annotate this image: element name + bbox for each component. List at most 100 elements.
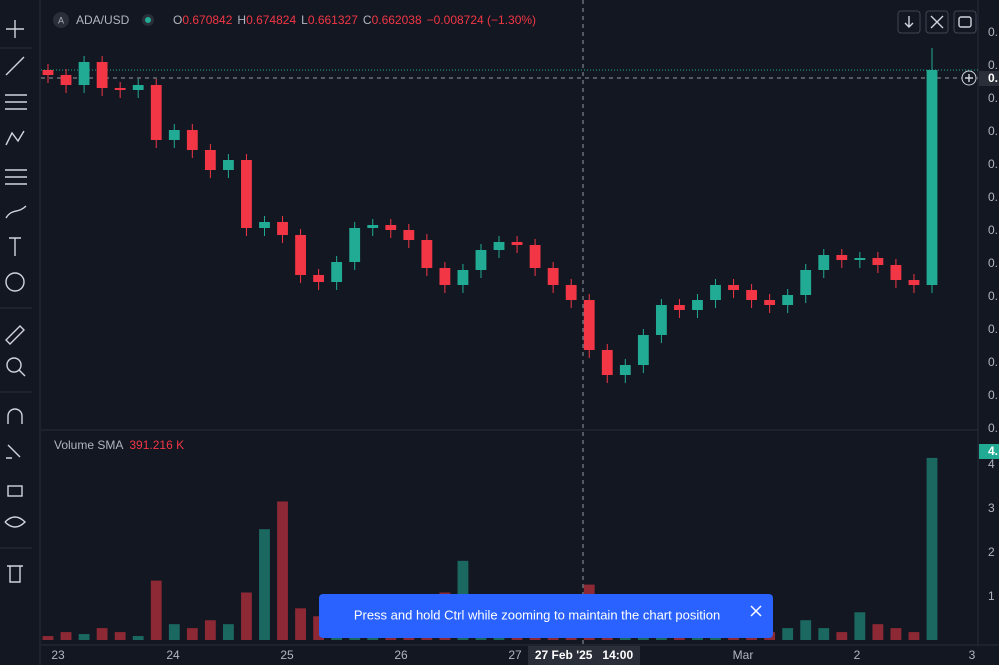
candle-body — [872, 258, 884, 265]
time-label: 23 — [51, 648, 65, 662]
candle-body — [457, 270, 469, 285]
candle-body — [746, 290, 758, 300]
badge-text: A — [58, 15, 64, 25]
symbol-badge — [53, 12, 69, 28]
time-axis: 23 24 25 26 27 Mar 2 3 — [51, 648, 975, 662]
candle-body — [439, 268, 451, 285]
candle-body — [890, 265, 902, 280]
price-label: 0. — [988, 157, 998, 171]
time-label: 2 — [854, 648, 861, 662]
volume-label: 3 — [988, 501, 995, 515]
toast-close[interactable] — [750, 605, 762, 617]
price-label: 0. — [988, 256, 998, 270]
price-label: 0. — [988, 355, 998, 369]
candle-body — [331, 262, 343, 282]
candle-body — [854, 258, 866, 260]
candle-body — [259, 222, 270, 228]
volume-label: 1 — [988, 589, 995, 603]
price-label: 0. — [988, 388, 998, 402]
price-label: 0. — [988, 223, 998, 237]
volume-bar — [204, 620, 216, 640]
ohlc: O0.670842 H0.674824 L0.661327 C0.662038 −0.0… — [173, 13, 536, 27]
price-label: 0. — [988, 124, 998, 138]
time-label: 3 — [969, 648, 976, 662]
volume-bar — [782, 628, 794, 640]
candle-body — [186, 130, 198, 150]
volume-bar — [132, 636, 144, 640]
volume-bar — [926, 457, 938, 640]
candle-body — [764, 300, 776, 305]
price-label: 0. — [988, 289, 998, 303]
toast — [319, 594, 773, 638]
volume-bar — [890, 628, 902, 640]
candle-body — [295, 235, 306, 275]
candle-body — [800, 270, 812, 295]
status-dot — [145, 17, 151, 23]
volume-label: 4 — [988, 457, 995, 471]
volume-bar — [818, 628, 830, 640]
volume-bar — [295, 608, 306, 640]
crosshair-price-box — [979, 71, 999, 86]
volume-bar — [186, 628, 198, 640]
volume-bar — [241, 592, 252, 640]
time-label: Mar — [733, 648, 754, 662]
time-label: 27 — [508, 648, 522, 662]
symbol[interactable]: ADA/USD — [76, 13, 130, 27]
top-buttons[interactable] — [897, 10, 977, 34]
candle-body — [349, 228, 361, 262]
candle-body — [204, 150, 216, 170]
candle-body — [42, 70, 54, 75]
candle-body — [385, 225, 397, 230]
candle-body — [168, 130, 180, 140]
candle-body — [313, 275, 325, 282]
candle-body — [818, 255, 830, 270]
volume-bar — [42, 636, 54, 640]
volume-bar — [872, 624, 884, 640]
candle-body — [926, 70, 938, 285]
candle-body — [132, 85, 144, 90]
candle-body — [565, 285, 577, 300]
volume-bar — [259, 529, 270, 640]
price-label: 0. — [988, 322, 998, 336]
volume-bar — [908, 632, 920, 640]
candle-body — [710, 285, 721, 300]
volume-bar — [114, 632, 126, 640]
candle-body — [421, 240, 433, 268]
candle-body — [655, 305, 667, 335]
volume-bar — [60, 632, 72, 640]
volume-bar — [313, 616, 325, 640]
volume-bar — [222, 624, 234, 640]
time-label: 24 — [166, 648, 180, 662]
candles — [42, 48, 938, 383]
crosshair-price: 0. — [988, 71, 998, 85]
crosshair-time: 27 Feb '25 14:00 — [535, 648, 634, 662]
volume-current: 4. — [988, 444, 998, 458]
candle-body — [114, 88, 126, 90]
candle-body — [277, 222, 288, 235]
candle-body — [96, 62, 108, 88]
time-label: 25 — [280, 648, 294, 662]
volume-bar — [96, 628, 108, 640]
candle-body — [241, 160, 252, 228]
candle-body — [367, 225, 379, 228]
price-label: 0. — [988, 421, 998, 435]
candle-body — [619, 365, 631, 375]
candle-body — [908, 280, 920, 285]
toolbar — [0, 0, 40, 665]
candle-body — [583, 300, 595, 350]
volume-bar — [854, 612, 866, 640]
candle-body — [60, 75, 72, 85]
candle-body — [637, 335, 649, 365]
tool-icons[interactable] — [4, 20, 27, 583]
candle-body — [547, 268, 559, 285]
toast-text: Press and hold Ctrl while zooming to mai… — [354, 607, 720, 622]
time-label: 26 — [394, 648, 408, 662]
volume-bar — [78, 634, 90, 640]
volume-current-box — [979, 444, 999, 459]
candle-body — [692, 300, 703, 310]
candle-body — [782, 295, 794, 305]
candle-body — [493, 242, 505, 250]
